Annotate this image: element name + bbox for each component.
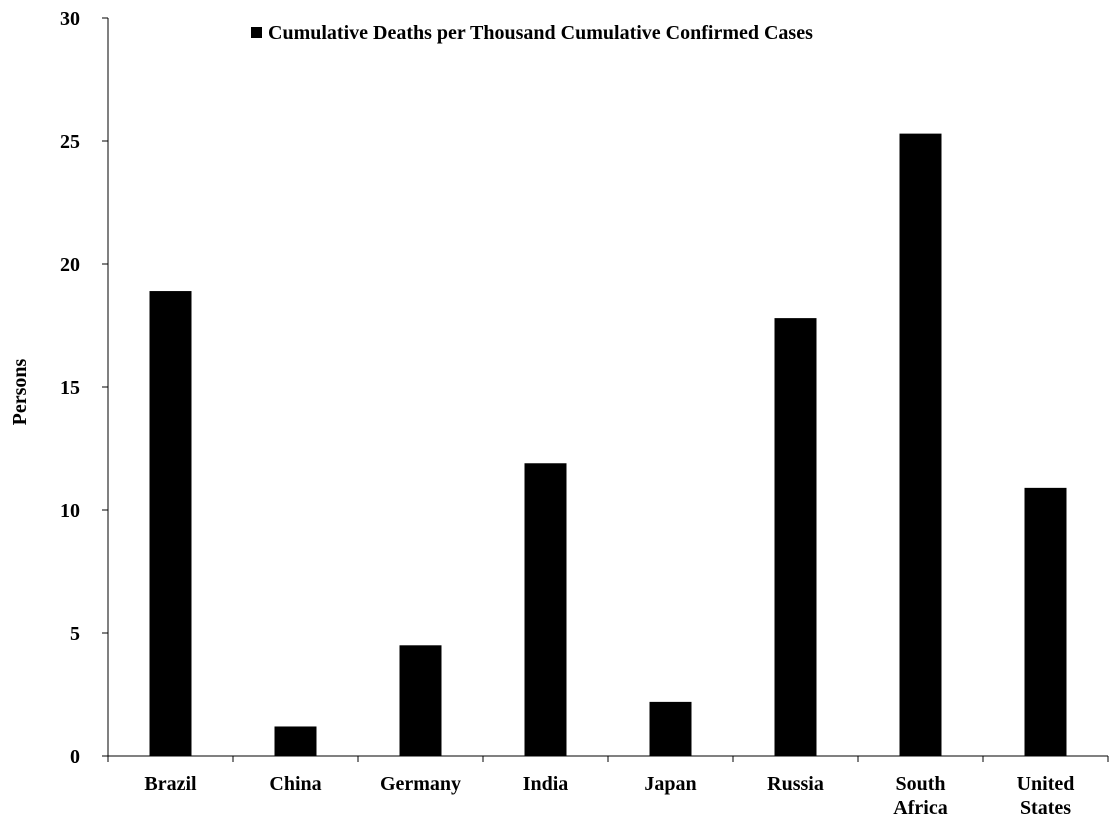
- legend: Cumulative Deaths per Thousand Cumulativ…: [251, 22, 813, 44]
- bar: [399, 645, 442, 756]
- y-tick-label: 25: [60, 131, 80, 153]
- x-tick-label: China: [269, 773, 321, 795]
- y-tick-label: 10: [60, 500, 80, 522]
- x-tick-label: Germany: [380, 773, 461, 795]
- y-axis-title: Persons: [9, 358, 31, 425]
- bar: [774, 318, 817, 756]
- y-tick-label: 20: [60, 254, 80, 276]
- bar: [1024, 487, 1067, 756]
- x-tick-label-line: Brazil: [144, 773, 197, 795]
- bar: [524, 463, 567, 756]
- legend-label: Cumulative Deaths per Thousand Cumulativ…: [268, 22, 813, 44]
- y-tick-label: 15: [60, 377, 80, 399]
- x-tick-label: United States: [1017, 773, 1075, 819]
- x-axis: Brazil China Germany India Japan Russia South A…: [107, 755, 1109, 819]
- y-tick-label: 30: [60, 8, 80, 30]
- x-tick-label-line: India: [523, 773, 569, 795]
- x-tick-label: India: [523, 773, 569, 795]
- x-tick-label-line: States: [1020, 797, 1071, 819]
- bar: [649, 701, 692, 756]
- y-tick-label: 0: [70, 746, 80, 768]
- bar: [149, 291, 192, 756]
- bar: [899, 133, 942, 756]
- x-tick-label-line: China: [269, 773, 321, 795]
- x-tick-label-line: Japan: [644, 773, 696, 795]
- legend-swatch: [251, 27, 262, 38]
- x-tick-label-line: South: [895, 773, 945, 795]
- x-tick-label: Brazil: [144, 773, 197, 795]
- bars: [149, 133, 1067, 756]
- x-tick-label-line: United: [1017, 773, 1075, 795]
- x-tick-label: South Africa: [893, 773, 947, 819]
- x-tick-label-line: Africa: [893, 797, 947, 819]
- y-tick-label: 5: [70, 623, 80, 645]
- x-tick-label-line: Russia: [767, 773, 824, 795]
- x-tick-label-line: Germany: [380, 773, 461, 795]
- x-tick-label: Japan: [644, 773, 696, 795]
- x-tick-label: Russia: [767, 773, 824, 795]
- y-axis: 0 5 10 15 20 25 30: [60, 8, 109, 768]
- bar: [274, 726, 317, 756]
